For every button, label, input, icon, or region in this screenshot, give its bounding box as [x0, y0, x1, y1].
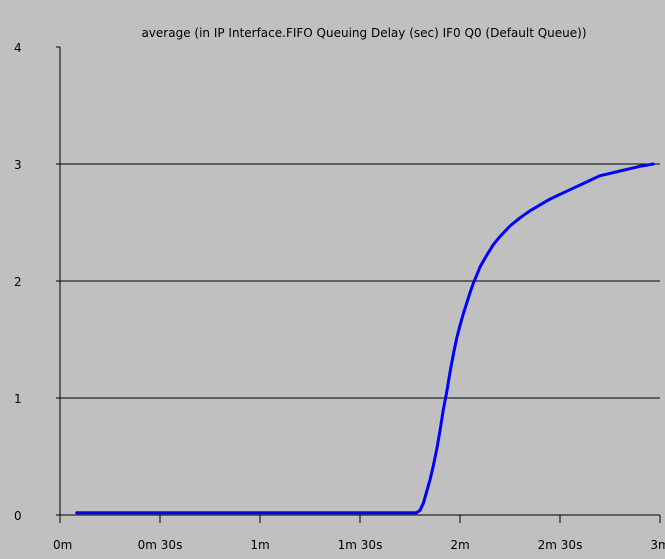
y-tick-label: 4 — [14, 41, 22, 55]
series-line-0 — [75, 162, 655, 515]
series-layer — [75, 162, 655, 515]
x-tick-label: 3m — [650, 538, 665, 552]
y-tick-label: 0 — [14, 509, 22, 523]
y-tick-label: 1 — [14, 392, 22, 406]
x-tick-label: 2m 30s — [538, 538, 583, 552]
y-tick-label: 3 — [14, 158, 22, 172]
x-tick-label: 2m — [450, 538, 469, 552]
x-tick-labels: 0m 0m 30s 1m 1m 30s 2m 2m 30s 3m — [53, 538, 665, 552]
chart-title: average (in IP Interface.FIFO Queuing De… — [141, 26, 586, 40]
x-tick-label: 1m 30s — [338, 538, 383, 552]
grid-lines — [60, 163, 660, 399]
x-tick-label: 1m — [250, 538, 269, 552]
y-tick-label: 2 — [14, 275, 22, 289]
y-tick-labels: 0 1 2 3 4 — [14, 41, 22, 523]
x-tick-label: 0m 30s — [138, 538, 183, 552]
axes — [56, 46, 661, 523]
x-tick-label: 0m — [53, 538, 72, 552]
